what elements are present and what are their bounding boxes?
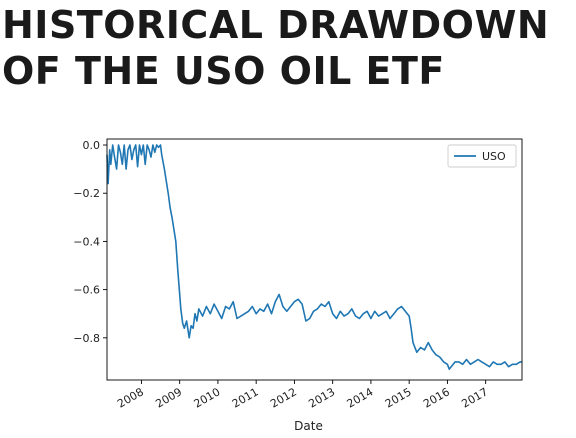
page-title-line-1: HISTORICAL DRAWDOWN (2, 3, 550, 47)
x-tick-label: 2013 (306, 385, 337, 410)
page-title-line-2: OF THE USO OIL ETF (2, 49, 445, 93)
y-tick-label: −0.2 (73, 187, 100, 200)
legend-entry: USO (482, 150, 506, 163)
plot-area: 0.0 −0.2 −0.4 −0.6 −0.8 2008 2009 2010 2011 2012 2… (73, 138, 523, 411)
x-tick-label: 2017 (459, 385, 490, 410)
x-tick-label: 2015 (383, 385, 414, 410)
x-tick-label: 2012 (268, 385, 299, 410)
y-tick-label: −0.6 (73, 284, 100, 297)
legend-box (447, 144, 517, 168)
x-tick-label: 2010 (192, 385, 223, 410)
x-tick-label: 2011 (230, 385, 261, 410)
x-tick-label: 2016 (421, 385, 452, 410)
y-tick-label: 0.0 (83, 139, 101, 152)
x-tick-label: 2009 (153, 385, 184, 410)
plot-frame (106, 138, 523, 381)
x-tick-label: 2008 (115, 385, 146, 410)
y-tick-label: −0.8 (73, 332, 100, 345)
x-tick-label: 2014 (345, 385, 376, 410)
x-axis-label: Date (294, 419, 323, 433)
y-tick-label: −0.4 (73, 235, 100, 248)
series-line-uso (106, 144, 522, 371)
page-title: HISTORICAL DRAWDOWN OF THE USO OIL ETF (2, 2, 549, 94)
